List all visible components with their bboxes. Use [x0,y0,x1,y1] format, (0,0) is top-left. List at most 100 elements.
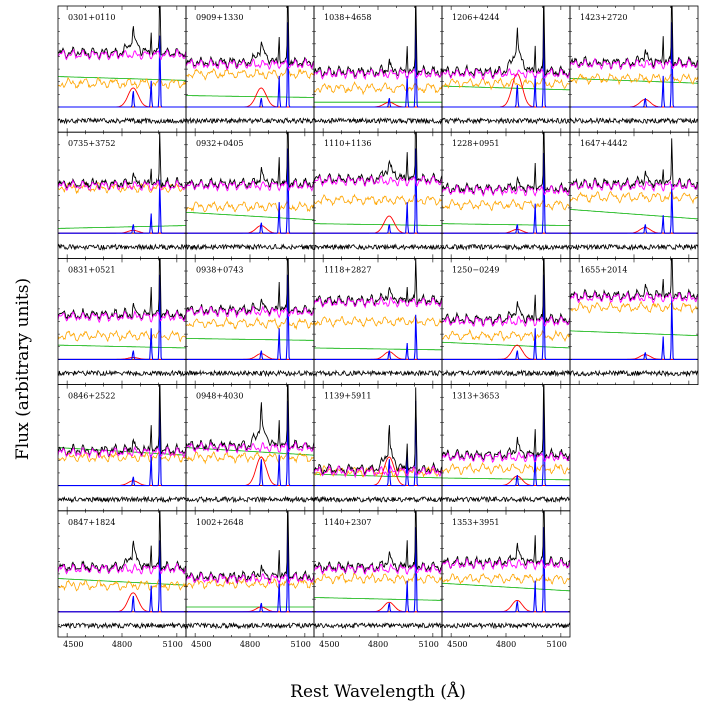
panel-name: 0831+0521 [68,265,115,274]
continuum-line [186,95,314,98]
host-galaxy-line [314,464,442,479]
continuum-line [58,76,186,81]
panel-name: 1038+4658 [324,13,371,22]
host-galaxy-line [58,446,186,459]
narrow-lines-line [314,148,442,234]
x-tick-labels: 4500 4800 5100 4500 4800 5100 4500 4800 5100 4500… [63,640,567,649]
feii-template-line [314,572,442,585]
panel-name: 0938+0743 [196,265,243,274]
narrow-lines-line [58,179,186,234]
narrow-lines-line [442,22,570,108]
panel-name: 0301+0110 [68,13,115,22]
observed-spectrum [186,6,314,70]
spectrum-panel: 1206+4244 [441,5,571,133]
observed-spectrum [186,510,314,585]
x-tick-label: 5100 [290,640,310,649]
feii-template-line [58,76,186,90]
spectrum-panel: 0909+1330 [185,5,315,133]
continuum-line [442,223,570,226]
panel-name: 1002+2648 [196,518,243,527]
feii-template-line [442,198,570,212]
observed-spectrum [58,510,186,575]
narrow-lines-line [442,274,570,360]
narrow-lines-line [314,527,442,613]
host-galaxy-line [442,184,570,197]
residual-line [186,621,314,630]
host-galaxy-line [314,562,442,575]
continuum-line [58,344,186,349]
continuum-line [58,578,186,586]
feii-template-line [442,328,570,343]
feii-template-line [186,199,314,214]
feii-template-line [314,193,442,207]
panel-name: 1250−0249 [452,265,499,274]
narrow-lines-line [58,274,186,360]
observed-spectrum [186,258,314,318]
panel-name: 1228+0951 [452,139,499,148]
spectrum-panel: 0938+0743 [185,257,315,385]
spectrum-panel: 1353+3951 [441,510,571,638]
continuum-line [314,223,442,226]
narrow-lines-line [442,400,570,487]
spectrum-panel: 1250−0249 [441,257,571,385]
narrow-lines-line [58,35,186,108]
residual-line [58,621,186,630]
panel-name: 1313+3653 [452,392,499,401]
continuum-line [58,225,186,229]
narrow-lines-line [570,296,698,360]
x-tick-label: 5100 [418,640,438,649]
residual-line [314,621,442,630]
host-galaxy-line [314,295,442,309]
narrow-lines-line [314,22,442,108]
feii-template-line [442,77,570,91]
host-galaxy-line [58,562,186,575]
spectrum-panel: 1110+1136 [313,131,443,259]
continuum-line [570,330,698,336]
continuum-line [442,85,570,91]
panel-name: 0932+0405 [196,139,243,148]
panel-name: 0948+4030 [196,392,243,401]
observed-spectrum [58,258,186,321]
y-axis-label: Flux (arbitrary units) [13,278,33,460]
feii-template-line [58,328,186,343]
residual-line [58,243,186,251]
narrow-lines-line [186,527,314,613]
panel-name: 0735+3752 [68,139,115,148]
x-tick-label: 4800 [496,640,516,649]
narrow-lines-line [570,184,698,234]
spectrum-panel: 1140+2307 [313,510,443,638]
x-tick-label: 4800 [368,640,388,649]
panel-name: 1647+4442 [580,139,627,148]
residual-line [314,369,442,378]
observed-spectrum [314,258,442,308]
spectrum-panel: 1655+2014 [569,257,699,385]
panel-name: 1140+2307 [324,518,371,527]
continuum-line [186,211,314,221]
feii-template-line [442,572,570,585]
residual-line [58,369,186,378]
x-tick-label: 5100 [162,640,182,649]
narrow-lines-line [58,540,186,613]
continuum-line [442,477,570,481]
residual-line [186,495,314,504]
feii-template-line [58,578,186,592]
x-tick-label: 4500 [63,640,83,649]
host-galaxy-line [186,572,314,585]
x-axis-label: Rest Wavelength (Å) [290,681,466,702]
host-galaxy-line [442,451,570,464]
feii-template-line [570,300,698,314]
continuum-line [442,341,570,349]
residual-line [570,117,698,125]
residual-line [442,495,570,503]
narrow-lines-line [314,314,442,360]
panel-name: 1423+2720 [580,13,627,22]
host-galaxy-line [570,179,698,193]
feii-template-line [58,450,186,463]
x-tick-label: 4800 [112,640,132,649]
host-galaxy-line [570,57,698,71]
narrow-lines-line [186,274,314,360]
observed-spectrum [186,132,314,191]
feii-template-line [314,81,442,96]
feii-template-line [314,315,442,328]
narrow-lines-line [186,400,314,487]
